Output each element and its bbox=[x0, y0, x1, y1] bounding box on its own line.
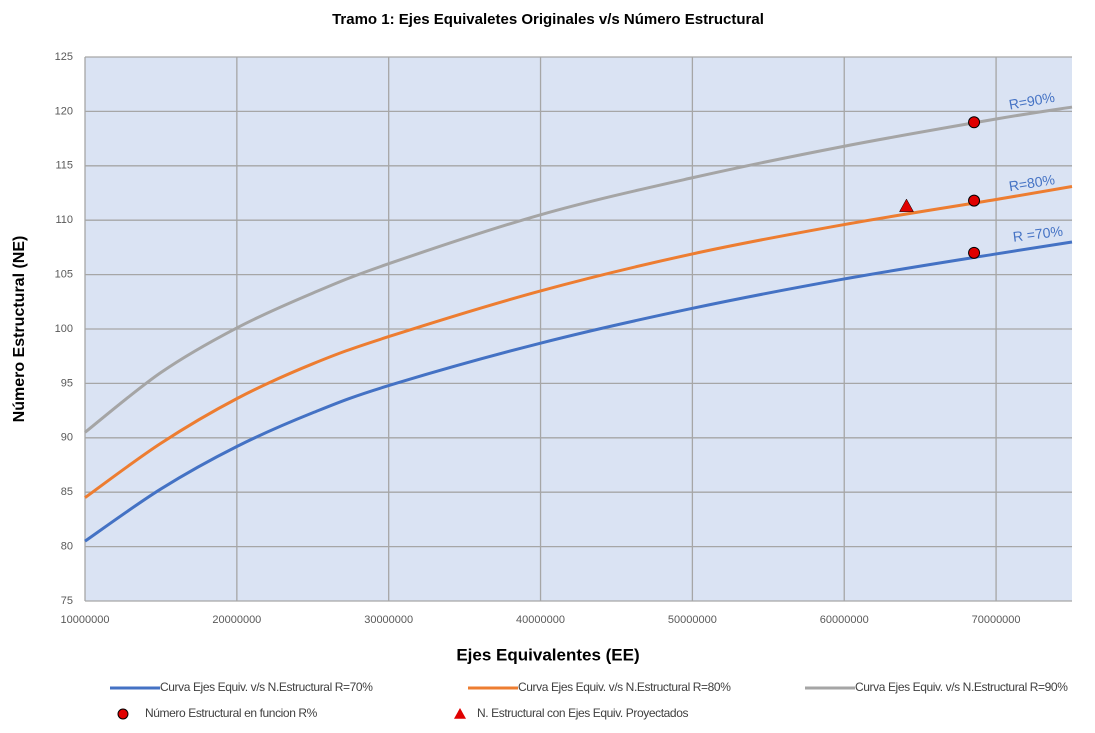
y-axis-label: Número Estructural (NE) bbox=[11, 236, 28, 423]
y-tick-label: 125 bbox=[55, 51, 73, 63]
point bbox=[968, 246, 981, 259]
x-tick-label: 30000000 bbox=[364, 614, 413, 626]
legend-label: N. Estructural con Ejes Equiv. Proyectad… bbox=[477, 706, 688, 720]
legend-swatch bbox=[454, 708, 466, 719]
annotation: R=90% bbox=[1008, 89, 1056, 113]
x-tick-label: 10000000 bbox=[61, 614, 110, 626]
y-tick-label: 100 bbox=[55, 323, 73, 335]
x-tick-label: 70000000 bbox=[972, 614, 1021, 626]
chart-title: Tramo 1: Ejes Equivaletes Originales v/s… bbox=[332, 11, 764, 28]
point bbox=[968, 194, 981, 207]
x-tick-label: 20000000 bbox=[212, 614, 261, 626]
line-series bbox=[84, 184, 1073, 499]
y-tick-label: 75 bbox=[61, 595, 73, 607]
x-axis-label: Ejes Equivalentes (EE) bbox=[456, 645, 639, 664]
legend-label: Curva Ejes Equiv. v/s N.Estructural R=90… bbox=[855, 680, 1068, 694]
y-tick-label: 80 bbox=[61, 541, 73, 553]
point bbox=[899, 198, 914, 212]
legend-swatch bbox=[117, 708, 129, 720]
x-tick-label: 60000000 bbox=[820, 614, 869, 626]
y-tick-label: 110 bbox=[55, 214, 73, 226]
y-tick-label: 85 bbox=[61, 486, 73, 498]
legend-label: Curva Ejes Equiv. v/s N.Estructural R=70… bbox=[160, 680, 373, 694]
y-tick-label: 95 bbox=[61, 377, 73, 389]
y-tick-label: 90 bbox=[61, 432, 73, 444]
line-series bbox=[84, 240, 1073, 543]
y-tick-label: 115 bbox=[55, 160, 73, 172]
point bbox=[968, 116, 981, 129]
legend-label: Número Estructural en funcion R% bbox=[145, 706, 318, 720]
legend-label: Curva Ejes Equiv. v/s N.Estructural R=80… bbox=[518, 680, 731, 694]
y-tick-label: 120 bbox=[55, 105, 73, 117]
annotation: R =70% bbox=[1012, 223, 1064, 245]
annotation: R=80% bbox=[1008, 171, 1056, 194]
x-tick-label: 50000000 bbox=[668, 614, 717, 626]
x-tick-label: 40000000 bbox=[516, 614, 565, 626]
line-series bbox=[84, 105, 1073, 434]
y-tick-label: 105 bbox=[55, 269, 73, 281]
